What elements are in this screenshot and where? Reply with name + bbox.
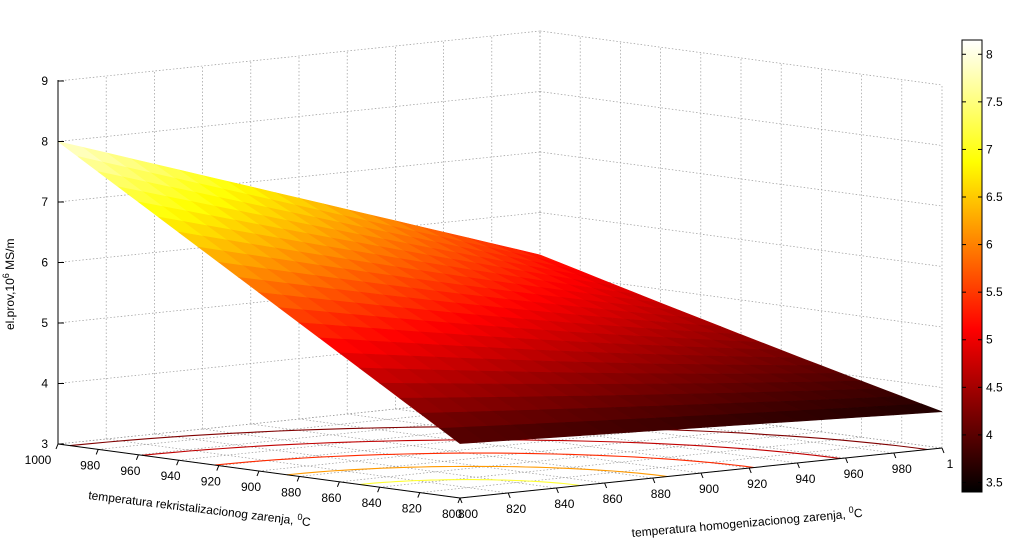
colorbar-tick-label: 4 <box>986 428 993 442</box>
colorbar-tick-label: 4.5 <box>986 380 1003 394</box>
left-tick-label: 980 <box>80 458 100 472</box>
right-tick-label: 940 <box>795 472 815 486</box>
grid-line <box>154 433 557 489</box>
left-tick-label: 840 <box>362 496 382 510</box>
z-axis-label-main: el.prov,10 <box>3 278 17 330</box>
z-tick-label: 3 <box>41 437 48 451</box>
left-tick <box>336 481 340 487</box>
colorbar-tick-label: 3.5 <box>986 475 1003 489</box>
z-ticks: 3 4 5 6 7 8 9 <box>41 74 64 451</box>
left-axis-ticks: 1000 980 960 940 920 900 880 860 840 820 800 <box>25 443 462 521</box>
left-tick-label: 940 <box>161 469 181 483</box>
contour-line <box>359 479 581 487</box>
right-tick <box>893 452 897 459</box>
right-tick <box>459 497 463 504</box>
contour-line <box>214 452 755 469</box>
colorbar-tick-label: 6 <box>986 238 993 252</box>
right-tick-label: 900 <box>699 482 719 496</box>
right-tick <box>507 492 511 499</box>
z-tick-label: 5 <box>41 316 48 330</box>
right-tick <box>796 462 800 469</box>
colorbar-tick-label: 8 <box>986 47 993 61</box>
contour-line <box>287 465 668 478</box>
left-tick-label: 1000 <box>25 453 52 467</box>
left-tick-label: 800 <box>442 507 462 521</box>
left-axis-label: temperatura rekristalizacionog zarenja, … <box>88 486 312 529</box>
left-tick <box>417 492 421 498</box>
right-tick-label: 840 <box>554 497 574 511</box>
left-axis-label-main: temperatura rekristalizacionog zarenja, <box>88 488 298 528</box>
grid-line <box>106 438 509 494</box>
left-tick-label: 920 <box>201 475 221 489</box>
z-tick-label: 6 <box>41 256 48 270</box>
left-tick-label: 820 <box>402 502 422 516</box>
right-tick-label: 860 <box>603 492 623 506</box>
right-tick-label: 880 <box>651 487 671 501</box>
right-tick <box>748 467 752 474</box>
left-tick <box>296 476 300 482</box>
z-tick-label: 7 <box>41 195 48 209</box>
grid-line <box>250 423 653 479</box>
left-tick <box>95 449 99 455</box>
left-tick-label: 960 <box>120 464 140 478</box>
colorbar-tick-label: 5.5 <box>986 285 1003 299</box>
left-tick-label: 900 <box>241 480 261 494</box>
grid-line <box>347 413 750 469</box>
right-tick-label: 820 <box>506 502 526 516</box>
left-tick <box>176 460 180 466</box>
right-tick <box>604 482 608 489</box>
right-tick <box>652 477 656 484</box>
colorbar-tick-label: 5 <box>986 333 993 347</box>
z-axis-label: el.prov,106 MS/m <box>1 239 17 331</box>
right-tick <box>845 457 849 464</box>
left-tick-label: 860 <box>321 491 341 505</box>
colorbar-tick-label: 7.5 <box>986 95 1003 109</box>
colorbar-tick-label: 6.5 <box>986 190 1003 204</box>
right-tick-label: 1 <box>947 457 954 471</box>
grid-line <box>57 30 541 82</box>
grid-line <box>539 30 943 86</box>
z-tick-label: 9 <box>41 74 48 88</box>
z-axis-label-exp: 6 <box>1 273 11 278</box>
grid-line <box>539 151 943 207</box>
contour-line <box>142 439 841 460</box>
right-tick <box>700 472 704 479</box>
right-axis-label: temperatura homogenizacionog zarenja, 0C <box>631 504 864 540</box>
grid-line <box>539 91 943 146</box>
left-tick <box>256 470 260 477</box>
right-tick <box>555 487 559 494</box>
z-tick-label: 8 <box>41 135 48 149</box>
right-tick-label: 920 <box>747 477 767 491</box>
right-tick <box>941 447 945 454</box>
right-tick-label: 800 <box>458 507 478 521</box>
left-tick <box>135 454 139 460</box>
grid-line <box>202 428 605 484</box>
surface <box>57 141 943 444</box>
left-tick-label: 880 <box>281 485 301 499</box>
right-axis-label-main: temperatura homogenizacionog zarenja, <box>631 507 850 540</box>
right-tick-label: 960 <box>844 467 864 481</box>
grid-line <box>379 436 862 488</box>
grid-line <box>539 212 943 267</box>
right-tick-label: 980 <box>892 462 912 476</box>
right-axis-label-unit: C <box>853 506 863 521</box>
left-tick <box>377 487 381 493</box>
colorbar <box>961 39 983 493</box>
surface-patch <box>439 426 485 444</box>
left-axis-label-sup: 0 <box>297 512 303 523</box>
right-axis-ticks: 800 820 840 860 880 900 920 940 960 980 1 <box>458 447 954 521</box>
right-axis-label-sup: 0 <box>848 505 854 515</box>
left-tick <box>216 465 220 471</box>
colorbar-tick-label: 7 <box>986 142 993 156</box>
z-axis-label-unit: MS/m <box>3 239 17 274</box>
left-tick <box>457 497 461 504</box>
colorbar-ticks: 3.5 4 4.5 5 5.5 6 6.5 7 7.5 8 <box>962 47 1003 489</box>
left-tick <box>55 443 59 450</box>
left-axis-label-unit: C <box>301 514 312 529</box>
z-tick-label: 4 <box>41 377 48 391</box>
